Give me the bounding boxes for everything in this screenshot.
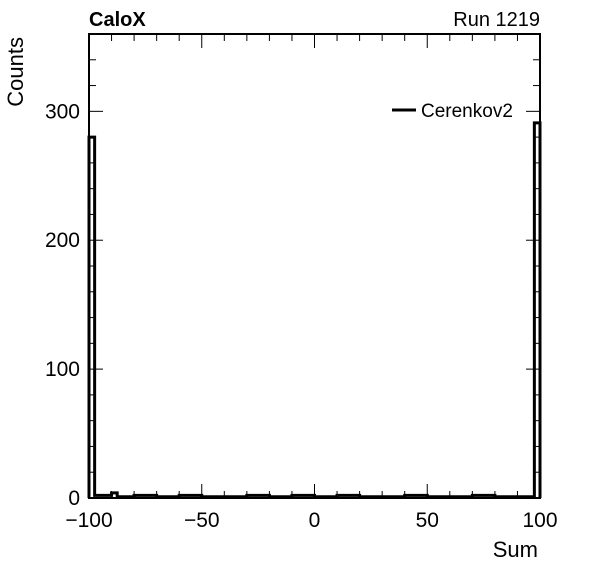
y-tick-label: 300 [45, 100, 80, 123]
x-tick-label: −50 [184, 509, 220, 532]
legend-label-cerenkov2: Cerenkov2 [421, 101, 513, 122]
x-tick-labels: −100 −50 0 50 100 [65, 509, 557, 532]
y-tick-label: 100 [45, 358, 80, 381]
x-tick-label: 100 [522, 509, 557, 532]
x-tick-label: −100 [65, 509, 112, 532]
histogram-series-cerenkov2 [87, 121, 542, 499]
y-axis-label: Counts [3, 37, 28, 107]
y-tick-labels: 0 100 200 300 [45, 100, 80, 510]
chart-header-right: Run 1219 [453, 9, 540, 31]
x-axis-label: Sum [493, 537, 538, 562]
y-tick-label: 0 [68, 487, 80, 510]
x-tick-label: 0 [309, 509, 321, 532]
y-tick-label: 200 [45, 229, 80, 252]
chart-header-left: CaloX [89, 9, 146, 31]
x-tick-label: 50 [416, 509, 439, 532]
legend: Cerenkov2 [392, 101, 513, 122]
